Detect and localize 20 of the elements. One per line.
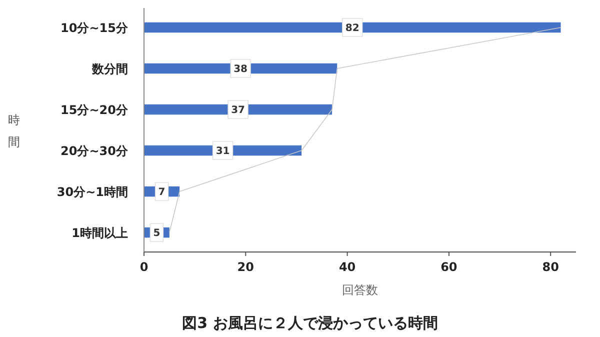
y-tick-label: 20分~30分 bbox=[60, 144, 129, 158]
data-label: 31 bbox=[216, 146, 230, 158]
y-tick-label: 数分間 bbox=[91, 62, 128, 76]
y-tick-label: 15分~20分 bbox=[60, 102, 129, 117]
y-axis-title: 時間 bbox=[8, 113, 20, 149]
x-axis-title: 回答数 bbox=[342, 283, 378, 297]
data-label: 37 bbox=[231, 104, 246, 116]
text: 図3 お風呂に２人で浸かっている時間 bbox=[182, 314, 438, 332]
data-label: 5 bbox=[153, 228, 160, 240]
data-label: 7 bbox=[158, 187, 166, 198]
y-tick-label: 30分~1時間 bbox=[56, 185, 128, 200]
x-tick-label: 60 bbox=[440, 260, 458, 274]
x-tick-label: 80 bbox=[542, 260, 559, 274]
data-label: 38 bbox=[234, 64, 248, 75]
data-label: 82 bbox=[345, 22, 360, 34]
x-tick-label: 20 bbox=[237, 260, 254, 274]
x-tick-label: 0 bbox=[140, 260, 148, 274]
y-tick-label: 1時間以上 bbox=[72, 226, 128, 240]
x-tick-label: 40 bbox=[338, 260, 356, 274]
y-tick-label: 10分~15分 bbox=[60, 20, 129, 35]
